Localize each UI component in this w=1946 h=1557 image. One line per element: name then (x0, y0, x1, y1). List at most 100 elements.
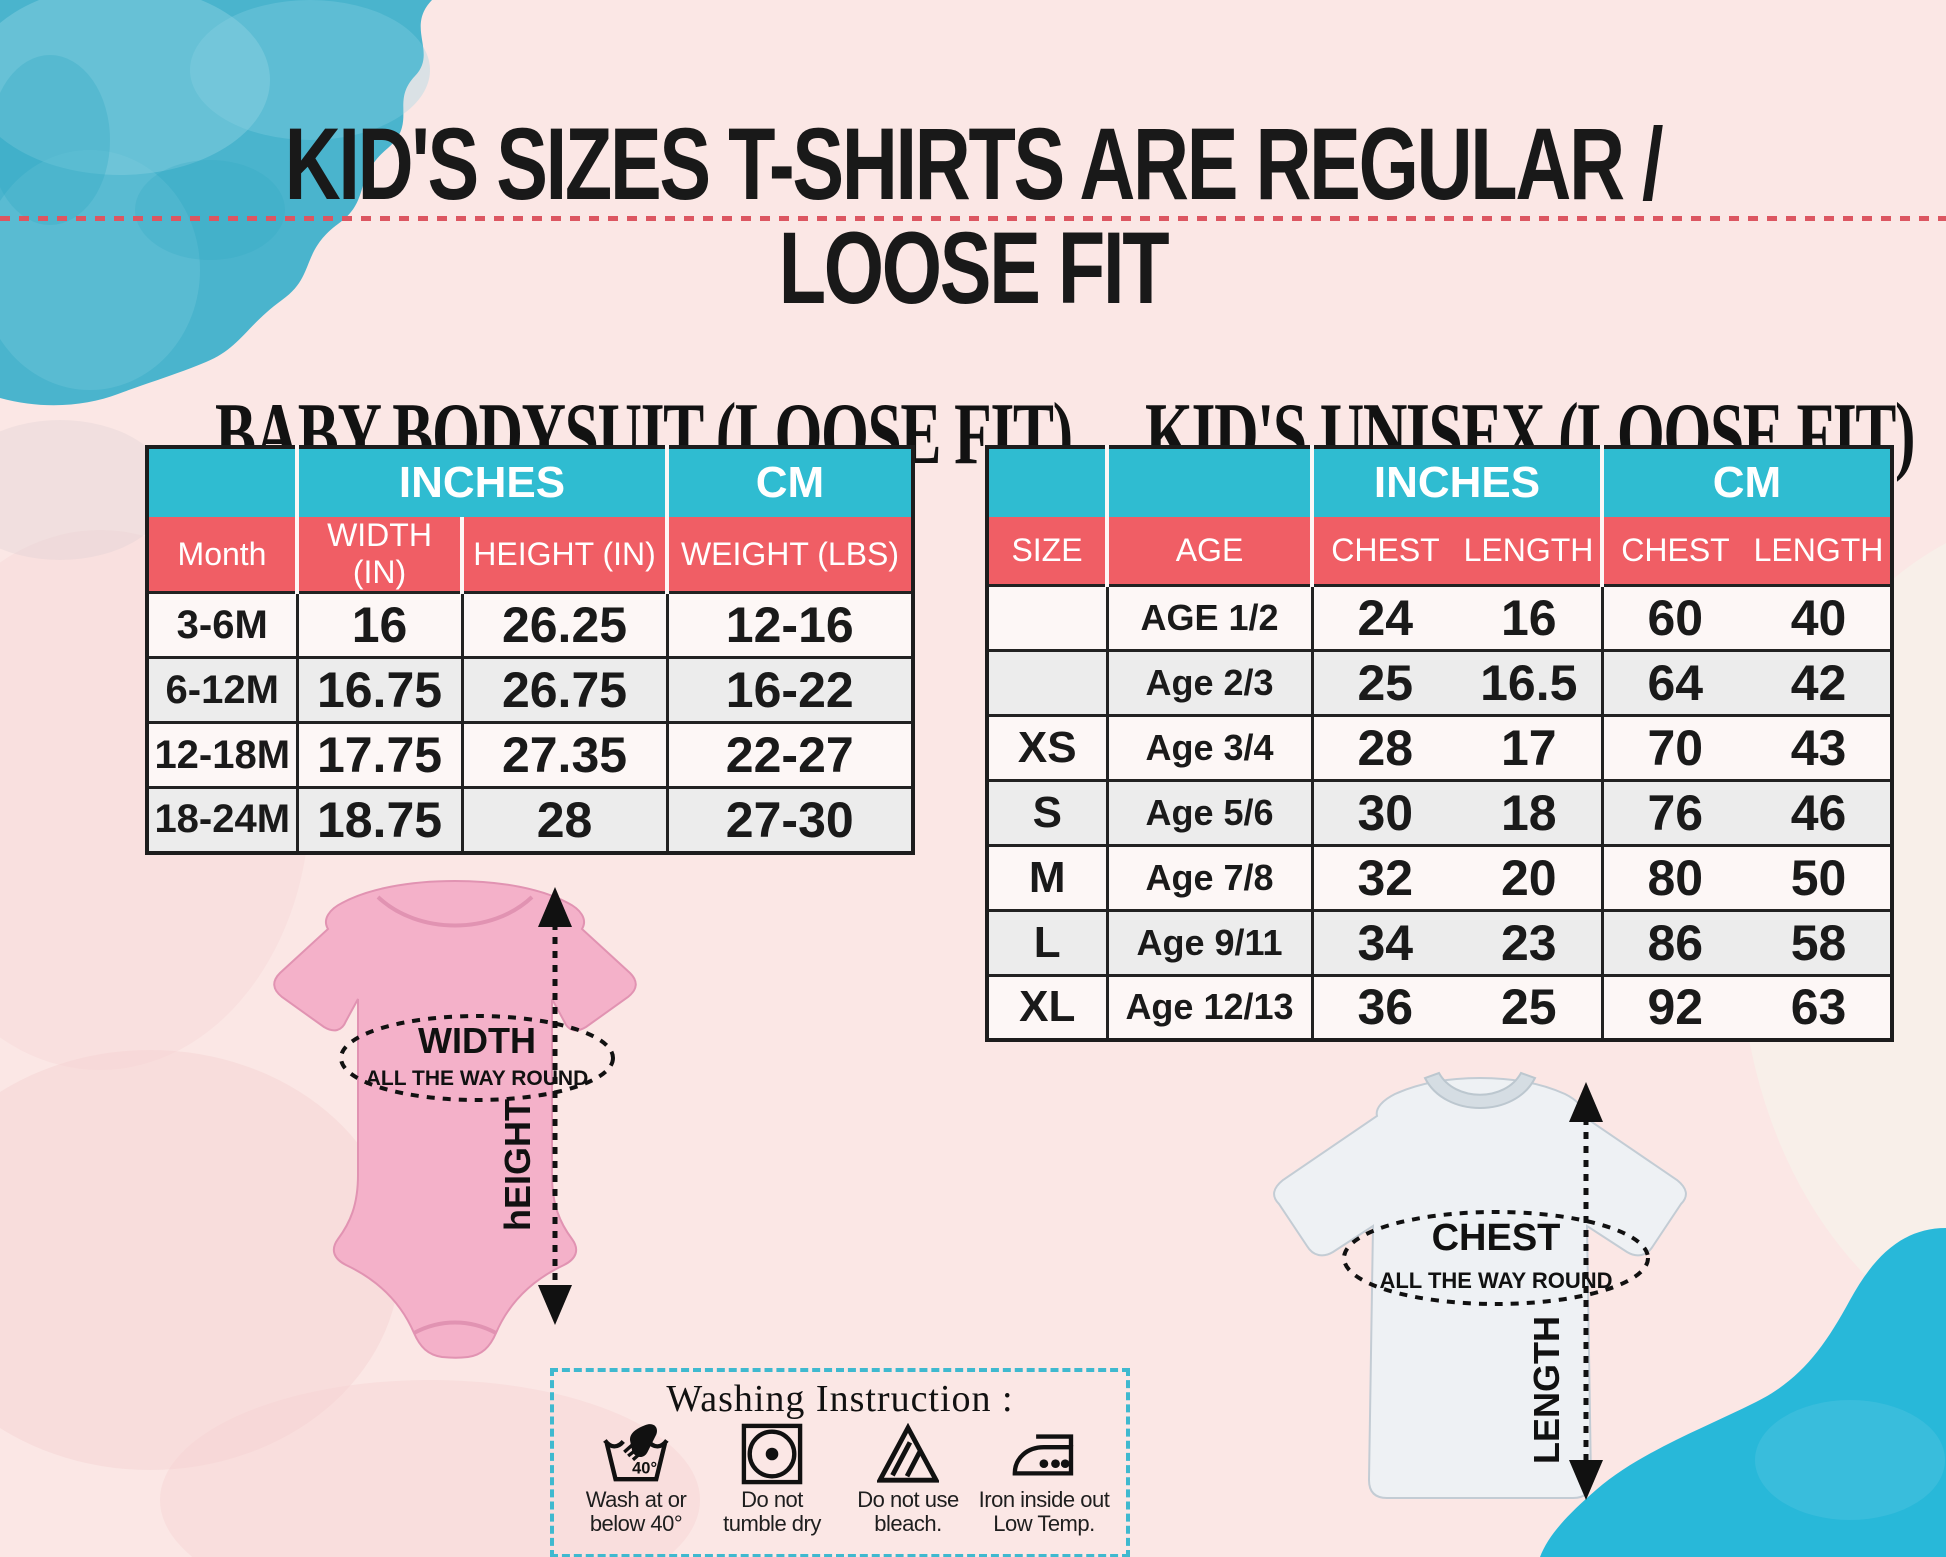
table-cell: 32 (1310, 843, 1457, 910)
bodysuit-neckline (376, 895, 534, 928)
table-cell: 20 (1457, 843, 1602, 910)
column-header-cell: HEIGHT (IN) (460, 517, 667, 593)
table-cell: 86 (1600, 908, 1747, 975)
height-label: hEIGHT (497, 1099, 538, 1231)
table-row: 3-6M 16 26.25 12-16 (147, 591, 913, 658)
table-cell: 40 (1747, 583, 1892, 650)
washing-caption: Do not tumble dry (723, 1488, 821, 1536)
table-row: L Age 9/11 34 23 86 58 (987, 908, 1892, 975)
table-row: M Age 7/8 32 20 80 50 (987, 843, 1892, 910)
baby-bodysuit-diagram: WIDTH ALL THE WAY ROUND hEIGHT (273, 879, 637, 1359)
table-cell: 92 (1600, 973, 1747, 1040)
washing-caption: Wash at or below 40° (586, 1488, 687, 1536)
table-cell: 42 (1747, 648, 1892, 715)
table-cell: Age 9/11 (1105, 908, 1312, 975)
width-sublabel: ALL THE WAY ROUND (366, 1067, 588, 1090)
no-tumble-dry-icon (741, 1423, 803, 1485)
group-header-cell: INCHES (1310, 447, 1602, 517)
width-measure-ellipse (339, 1014, 615, 1102)
table-cell: 63 (1747, 973, 1892, 1040)
teal-blob-shade-1 (0, 55, 110, 225)
table-cell: 46 (1747, 778, 1892, 845)
table-cell: 58 (1747, 908, 1892, 975)
washing-item: 40° Wash at or below 40° (568, 1423, 704, 1536)
teal-blob-highlight-3 (0, 150, 200, 390)
kids-unisex-size-table: INCHES CM SIZE AGE CHEST LENGTH CHEST LENGTH AGE… (985, 445, 1894, 1042)
column-header-cell: LENGTH (1457, 517, 1602, 585)
group-header-cell: CM (665, 447, 913, 517)
column-header-cell: SIZE (987, 517, 1107, 585)
length-arrow-bottom (1569, 1460, 1603, 1500)
table-cell: 16 (1457, 583, 1602, 650)
table-cell: 36 (1310, 973, 1457, 1040)
table-cell: 12-18M (147, 721, 297, 788)
teal-wave-bottom-right (1540, 1228, 1946, 1557)
caption-line1: Do not (741, 1487, 803, 1512)
width-label: WIDTH (418, 1020, 536, 1061)
teal-wave-highlight (1755, 1400, 1945, 1520)
table-cell: 23 (1457, 908, 1602, 975)
table-row: XS Age 3/4 28 17 70 43 (987, 713, 1892, 780)
table-row: 12-18M 17.75 27.35 22-27 (147, 721, 913, 788)
table-cell: 12-16 (665, 591, 913, 658)
height-arrow-bottom (538, 1285, 572, 1325)
table-cell: 30 (1310, 778, 1457, 845)
table-cell: 27.35 (460, 721, 667, 788)
table-cell: XL (987, 973, 1107, 1040)
table-cell: XS (987, 713, 1107, 780)
caption-line1: Wash at or (585, 1487, 687, 1512)
length-arrow-top (1569, 1082, 1603, 1122)
caption-line2: below 40° (589, 1510, 683, 1536)
table-row: 18-24M 18.75 28 27-30 (147, 786, 913, 853)
table-row: XL Age 12/13 36 25 92 63 (987, 973, 1892, 1040)
table-cell: 34 (1310, 908, 1457, 975)
table-cell: 17 (1457, 713, 1602, 780)
wash-40-icon: 40° (603, 1424, 669, 1482)
chest-label: CHEST (1432, 1217, 1561, 1259)
gray-wash-left (0, 420, 170, 560)
pink-wash-bottom-left (0, 1050, 400, 1470)
table-row: Age 2/3 25 16.5 64 42 (987, 648, 1892, 715)
column-header-cell: LENGTH (1747, 517, 1892, 585)
table-cell: 22-27 (665, 721, 913, 788)
column-header-cell: WEIGHT (LBS) (665, 517, 913, 593)
caption-line1: Iron inside out (978, 1487, 1110, 1512)
bodysuit-shape (273, 879, 637, 1359)
column-header-cell: WIDTH (IN) (295, 517, 462, 593)
table-cell: Age 3/4 (1105, 713, 1312, 780)
table-cell: Age 7/8 (1105, 843, 1312, 910)
table-cell: AGE 1/2 (1105, 583, 1312, 650)
group-header-cell: CM (1600, 447, 1892, 517)
table-cell: 70 (1600, 713, 1747, 780)
table-cell: 80 (1600, 843, 1747, 910)
washing-caption: Do not use bleach. (857, 1487, 959, 1536)
caption-line2: tumble dry (723, 1510, 821, 1536)
caption-line1: Do not use (857, 1487, 959, 1512)
table-cell: 27-30 (665, 786, 913, 853)
table-cell: 26.25 (460, 591, 667, 658)
chest-sublabel: ALL THE WAY ROUND (1379, 1268, 1612, 1293)
group-header-cell (147, 447, 297, 517)
teal-blob-highlight-1 (0, 0, 270, 175)
caption-line2: bleach. (874, 1510, 942, 1536)
washing-item: Iron inside out Low Temp. (976, 1423, 1112, 1536)
teal-blob-highlight-2 (190, 0, 430, 140)
group-header-cell (1105, 447, 1312, 517)
table-cell: 28 (460, 786, 667, 853)
table-cell: 17.75 (295, 721, 462, 788)
length-label: LENGTH (1526, 1316, 1567, 1464)
baby-bodysuit-size-table: INCHES CM Month WIDTH (IN) HEIGHT (IN) WEIGHT… (145, 445, 915, 855)
iron-low-icon (1012, 1434, 1074, 1476)
table-cell: 60 (1600, 583, 1747, 650)
dotted-divider (0, 216, 1946, 221)
washing-item: Do not tumble dry (704, 1423, 840, 1536)
table-cell: 6-12M (147, 656, 297, 723)
svg-text:40°: 40° (632, 1459, 657, 1477)
table-cell: L (987, 908, 1107, 975)
table-cell: 16.5 (1457, 648, 1602, 715)
table-cell: 50 (1747, 843, 1892, 910)
table-cell (987, 648, 1107, 715)
table-cell: 3-6M (147, 591, 297, 658)
